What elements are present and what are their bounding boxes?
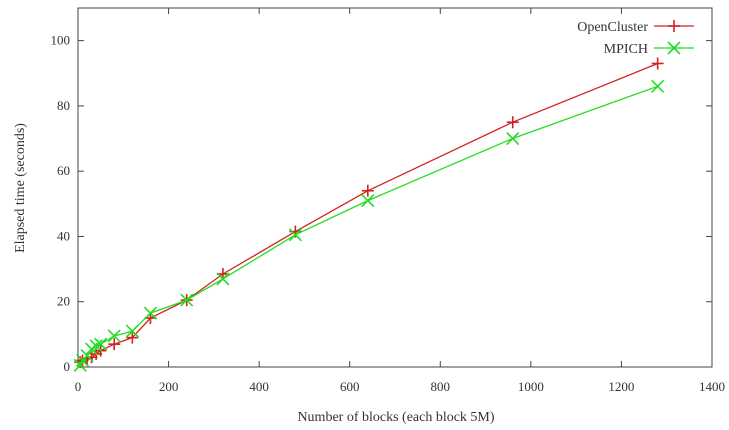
series-mpich [73, 79, 665, 372]
marker-stroke [216, 272, 230, 286]
x-axis-label: Number of blocks (each block 5M) [297, 410, 494, 425]
marker-stroke [361, 193, 375, 208]
plot-border [77, 7, 713, 368]
marker-stroke [125, 324, 139, 338]
data-point [361, 184, 374, 197]
y-tick-label: 0 [64, 359, 71, 374]
data-point [94, 337, 108, 351]
y-tick-label: 20 [57, 294, 70, 309]
x-tick-label: 600 [340, 379, 360, 394]
x-tick-label: 400 [249, 379, 269, 394]
data-point [108, 338, 121, 351]
x-axis-ticks: 0 200 400 600 800 1000 1200 1400 [75, 8, 725, 394]
data-point [506, 116, 519, 129]
y-tick-label: 40 [57, 228, 70, 243]
legend-label: MPICH [604, 42, 648, 57]
marker-stroke [288, 228, 302, 242]
data-point [651, 57, 664, 70]
data-point [107, 329, 121, 343]
data-point [125, 324, 139, 338]
marker-stroke [89, 339, 103, 353]
plot-frame [77, 7, 713, 368]
y-axis-ticks: 0 20 40 60 80 100 [51, 33, 712, 374]
marker-stroke [180, 293, 194, 307]
data-point [288, 228, 302, 242]
y-tick-label: 100 [51, 33, 71, 48]
legend: OpenCluster MPICH [577, 20, 694, 57]
data-point [361, 193, 375, 208]
x-tick-label: 200 [159, 379, 179, 394]
marker-stroke [651, 79, 665, 93]
data-point [180, 293, 194, 307]
data-point [651, 79, 665, 93]
series-line [79, 85, 658, 366]
x-tick-label: 1400 [699, 379, 725, 394]
y-axis-label: Elapsed time (seconds) [13, 123, 28, 253]
legend-marker [667, 41, 681, 55]
y-tick-label: 60 [57, 163, 70, 178]
x-tick-label: 1000 [518, 379, 544, 394]
y-tick-label: 80 [57, 98, 70, 113]
data-point [216, 272, 230, 286]
marker-stroke [143, 306, 158, 320]
series-opencluster [74, 57, 664, 369]
data-point [126, 331, 139, 344]
x-tick-label: 800 [431, 379, 451, 394]
marker-stroke [667, 41, 681, 55]
data-point [89, 339, 103, 353]
marker-stroke [506, 131, 520, 146]
x-tick-label: 1200 [608, 379, 634, 394]
series-layer [73, 57, 665, 372]
legend-label: OpenCluster [577, 20, 648, 35]
x-tick-label: 0 [75, 379, 82, 394]
marker-stroke [94, 337, 108, 351]
legend-marker [668, 20, 680, 32]
data-point [506, 131, 520, 146]
data-point [143, 306, 158, 320]
series-line [79, 62, 658, 363]
marker-stroke [107, 329, 121, 343]
